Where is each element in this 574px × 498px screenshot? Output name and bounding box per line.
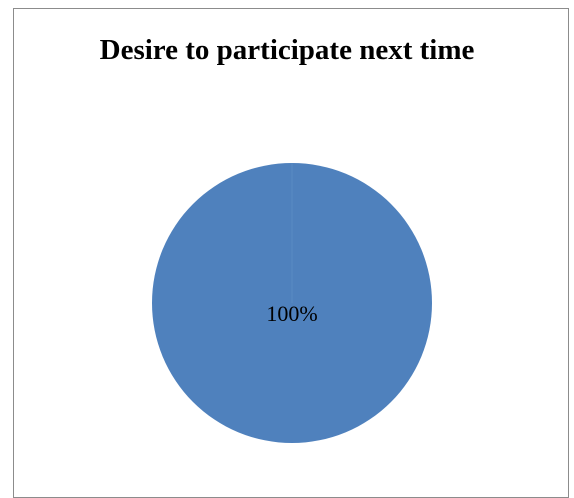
pie-data-label: 100%: [266, 301, 317, 326]
pie-labels: 100%: [266, 301, 317, 326]
pie-slices: [152, 163, 432, 443]
chart-title: Desire to participate next time: [99, 34, 475, 66]
chart-title-container: Desire to participate next time: [0, 31, 574, 69]
